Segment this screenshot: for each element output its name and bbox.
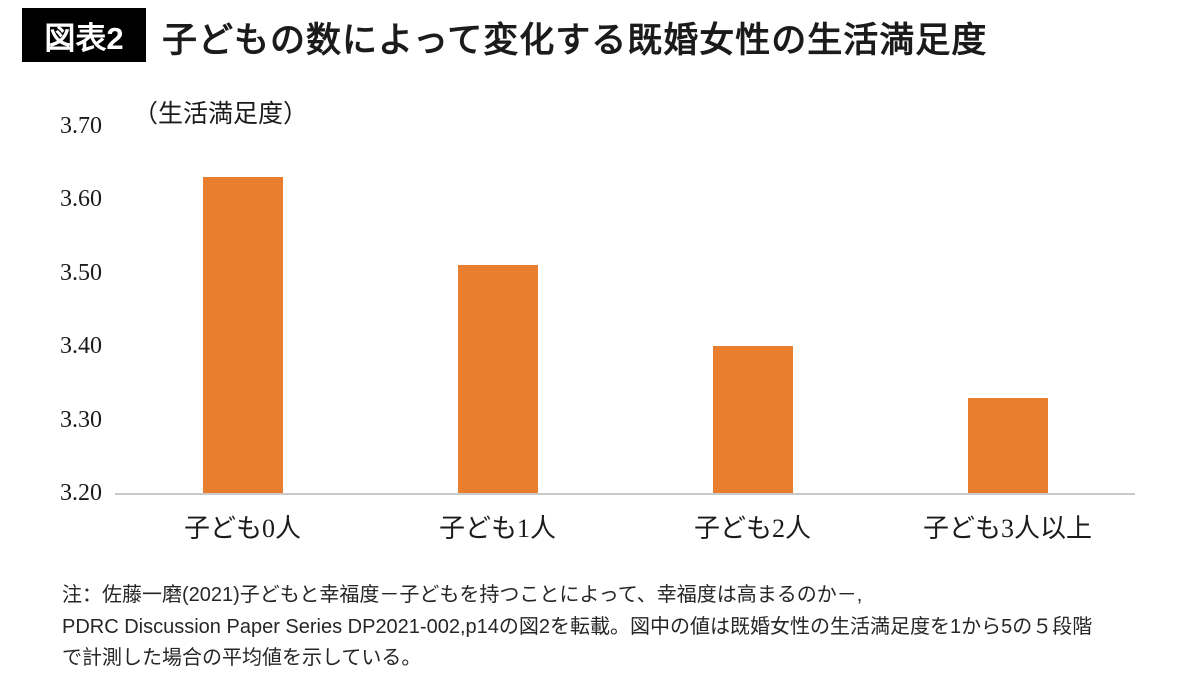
note-line-1: 注：佐藤一磨(2021)子どもと幸福度－子どもを持つことによって、幸福度は高まる… [62, 584, 863, 606]
bar-2 [457, 265, 538, 493]
bar-4 [967, 397, 1048, 493]
figure-badge: 図表2 [22, 8, 146, 62]
y-tick-3.20: 3.20 [60, 480, 102, 506]
y-tick-3.70: 3.70 [60, 113, 102, 139]
x-label-3: 子ども2人 [693, 514, 811, 543]
y-tick-3.60: 3.60 [60, 186, 102, 213]
plot-area [115, 126, 1135, 495]
x-label-4: 子ども3人以上 [922, 514, 1092, 543]
y-tick-3.50: 3.50 [60, 259, 102, 286]
y-tick-3.30: 3.30 [60, 406, 102, 433]
note-line-2: PDRC Discussion Paper Series DP2021-002,… [62, 615, 1093, 638]
bar-1 [202, 177, 283, 493]
page-title: 子どもの数によって変化する既婚女性の生活満足度 [162, 21, 988, 60]
note-line-3: で計測した場合の平均値を示している。 [62, 647, 422, 670]
y-axis-label: （生活満足度） [133, 101, 309, 128]
x-label-1: 子ども0人 [183, 514, 301, 543]
source-note: 注：佐藤一磨(2021)子どもと幸福度－子どもを持つことによって、幸福度は高まる… [62, 580, 1092, 675]
y-axis-ticks: 3.70 3.60 3.50 3.40 3.30 3.20 [28, 114, 102, 505]
x-label-2: 子ども1人 [438, 514, 556, 543]
y-tick-3.40: 3.40 [60, 333, 102, 360]
bar-3 [712, 346, 793, 493]
x-axis-labels: 子ども0人 子ども1人 子ども2人 子ども3人以上 [115, 508, 1135, 545]
